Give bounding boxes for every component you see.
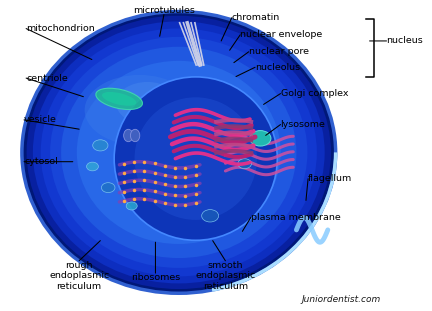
Ellipse shape — [77, 61, 281, 244]
Text: lysosome: lysosome — [280, 120, 325, 129]
Text: chromatin: chromatin — [232, 13, 280, 22]
Ellipse shape — [130, 129, 140, 142]
Ellipse shape — [114, 77, 277, 240]
Ellipse shape — [96, 88, 143, 109]
Circle shape — [250, 131, 271, 146]
Ellipse shape — [33, 21, 325, 283]
Circle shape — [93, 140, 108, 151]
Text: microtubules: microtubules — [133, 6, 195, 15]
Ellipse shape — [134, 97, 257, 220]
Ellipse shape — [124, 129, 133, 142]
Text: vesicle: vesicle — [24, 115, 57, 124]
Text: centriole: centriole — [26, 74, 68, 83]
Text: Golgi complex: Golgi complex — [280, 89, 348, 98]
Text: mitochondrion: mitochondrion — [26, 24, 95, 33]
Ellipse shape — [50, 37, 308, 268]
Text: rough
endoplasmic
reticulum: rough endoplasmic reticulum — [49, 261, 109, 290]
Text: plasma membrane: plasma membrane — [251, 213, 340, 222]
Text: nuclear envelope: nuclear envelope — [240, 30, 323, 39]
Text: nuclear pore: nuclear pore — [249, 47, 309, 56]
Text: ribosomes: ribosomes — [131, 273, 180, 282]
Ellipse shape — [85, 75, 194, 145]
Ellipse shape — [61, 47, 296, 258]
Circle shape — [126, 202, 137, 210]
Text: nucleolus: nucleolus — [255, 63, 300, 72]
Ellipse shape — [102, 92, 136, 106]
Text: flagellum: flagellum — [308, 174, 353, 183]
Circle shape — [238, 159, 251, 169]
Text: cytosol: cytosol — [24, 157, 58, 166]
Ellipse shape — [41, 28, 317, 276]
Ellipse shape — [116, 82, 179, 124]
Text: smooth
endoplasmic
reticulum: smooth endoplasmic reticulum — [195, 261, 256, 290]
Ellipse shape — [27, 16, 331, 289]
Circle shape — [102, 183, 115, 193]
Text: nucleus: nucleus — [387, 36, 423, 45]
Circle shape — [202, 210, 219, 222]
Circle shape — [86, 162, 98, 171]
Text: Juniordentist.com: Juniordentist.com — [302, 295, 381, 304]
Ellipse shape — [22, 12, 336, 293]
